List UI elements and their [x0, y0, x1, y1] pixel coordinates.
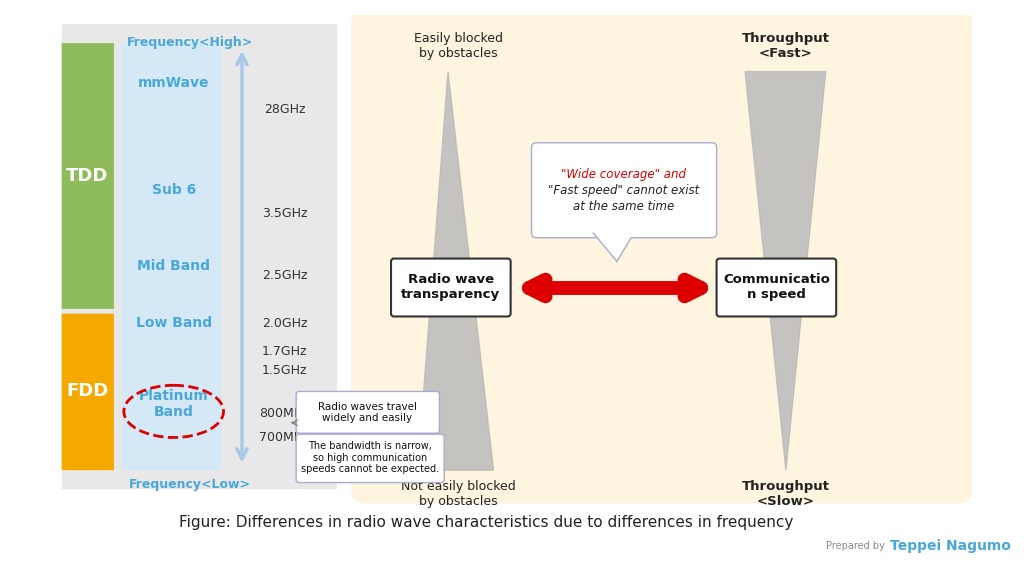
FancyBboxPatch shape: [351, 10, 973, 503]
Text: TDD: TDD: [67, 167, 109, 185]
Text: Platinum
Band: Platinum Band: [139, 389, 209, 419]
Text: Mid Band: Mid Band: [137, 259, 210, 273]
Text: Radio waves travel
widely and easily: Radio waves travel widely and easily: [317, 401, 417, 423]
Text: Radio wave
transparency: Radio wave transparency: [401, 273, 501, 301]
Text: Figure: Differences in radio wave characteristics due to differences in frequenc: Figure: Differences in radio wave charac…: [179, 515, 794, 530]
Text: at the same time: at the same time: [573, 200, 674, 213]
FancyBboxPatch shape: [531, 143, 717, 238]
Text: "Wide coverage" and: "Wide coverage" and: [561, 168, 686, 181]
Text: Prepared by: Prepared by: [825, 541, 885, 551]
Text: Sub 6: Sub 6: [152, 183, 196, 197]
Text: Easily blocked
by obstacles: Easily blocked by obstacles: [414, 32, 503, 60]
FancyBboxPatch shape: [122, 43, 221, 470]
FancyBboxPatch shape: [296, 434, 444, 483]
FancyBboxPatch shape: [717, 259, 837, 316]
Text: 700MHz: 700MHz: [259, 430, 310, 444]
Text: FDD: FDD: [67, 382, 109, 400]
Text: Frequency<Low>: Frequency<Low>: [129, 478, 251, 491]
Polygon shape: [418, 71, 494, 470]
FancyBboxPatch shape: [61, 313, 114, 470]
Polygon shape: [745, 71, 825, 470]
FancyBboxPatch shape: [296, 392, 439, 433]
Text: Frequency<High>: Frequency<High>: [127, 36, 253, 48]
FancyBboxPatch shape: [61, 43, 114, 309]
FancyBboxPatch shape: [391, 259, 511, 316]
Text: Low Band: Low Band: [135, 316, 212, 330]
Text: 3.5GHz: 3.5GHz: [262, 207, 307, 221]
Text: Communicatio
n speed: Communicatio n speed: [723, 273, 829, 301]
Text: 1.7GHz: 1.7GHz: [262, 345, 307, 358]
Text: "Fast speed" cannot exist: "Fast speed" cannot exist: [548, 184, 699, 197]
Text: Throughput
<Slow>: Throughput <Slow>: [741, 480, 829, 507]
Text: 1.5GHz: 1.5GHz: [262, 364, 307, 377]
Text: 2.0GHz: 2.0GHz: [262, 317, 307, 329]
Text: mmWave: mmWave: [138, 76, 210, 90]
Text: The bandwidth is narrow,
so high communication
speeds cannot be expected.: The bandwidth is narrow, so high communi…: [301, 441, 439, 475]
Text: 2.5GHz: 2.5GHz: [262, 269, 307, 282]
Polygon shape: [593, 233, 631, 262]
Text: Teppei Nagumo: Teppei Nagumo: [890, 539, 1011, 553]
Text: Not easily blocked
by obstacles: Not easily blocked by obstacles: [401, 480, 516, 507]
Text: 800MHz: 800MHz: [259, 407, 310, 420]
Text: 28GHz: 28GHz: [264, 103, 305, 116]
Text: Throughput
<Fast>: Throughput <Fast>: [741, 32, 829, 60]
FancyBboxPatch shape: [61, 24, 337, 489]
